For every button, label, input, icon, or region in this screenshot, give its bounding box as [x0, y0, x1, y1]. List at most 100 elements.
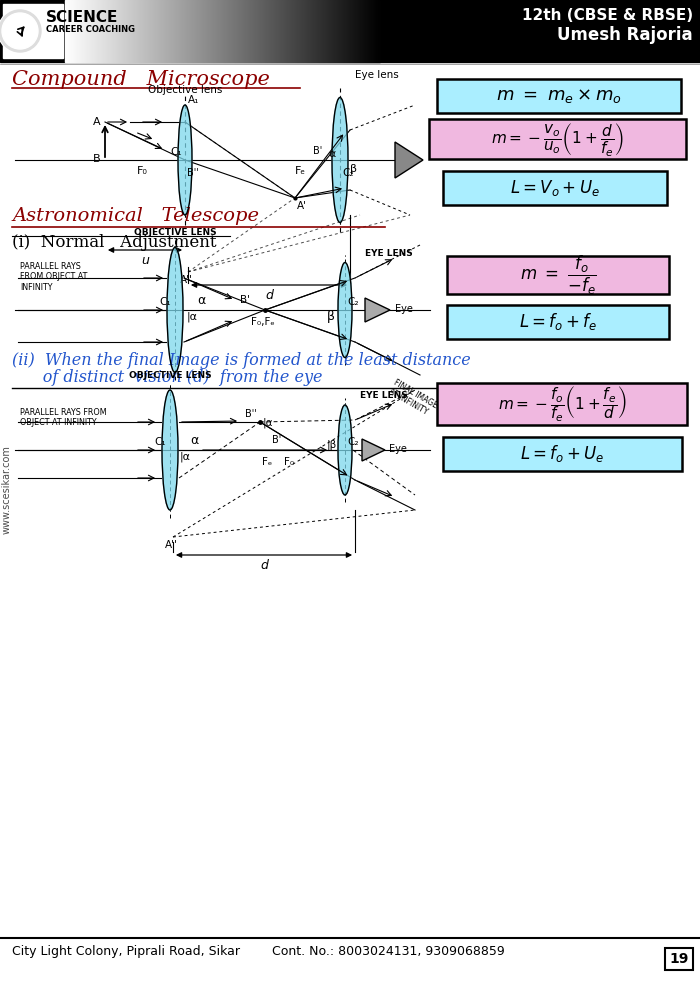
- Text: Eye: Eye: [395, 304, 413, 314]
- Bar: [118, 0, 119, 62]
- Text: (i)  Normal   Adjustment: (i) Normal Adjustment: [12, 234, 216, 251]
- Bar: [336, 0, 337, 62]
- Bar: [67, 0, 68, 62]
- Bar: [195, 0, 196, 62]
- Bar: [188, 0, 189, 62]
- Bar: [148, 0, 149, 62]
- Bar: [153, 0, 154, 62]
- Bar: [192, 0, 193, 62]
- Bar: [355, 0, 356, 62]
- Bar: [225, 0, 226, 62]
- Bar: [193, 0, 194, 62]
- Text: B'': B'': [245, 409, 257, 419]
- Bar: [154, 0, 155, 62]
- Text: |β: |β: [327, 439, 337, 449]
- Bar: [78, 0, 79, 62]
- Bar: [100, 0, 101, 62]
- Bar: [183, 0, 184, 62]
- Bar: [328, 0, 329, 62]
- Bar: [300, 0, 301, 62]
- Bar: [80, 0, 81, 62]
- Bar: [248, 0, 249, 62]
- Bar: [365, 0, 366, 62]
- Text: PARALLEL RAYS
FROM OBJECT AT
INFINITY: PARALLEL RAYS FROM OBJECT AT INFINITY: [20, 262, 88, 292]
- Bar: [95, 0, 96, 62]
- Bar: [214, 0, 215, 62]
- Bar: [360, 0, 361, 62]
- Bar: [312, 0, 313, 62]
- Bar: [221, 0, 222, 62]
- Bar: [176, 0, 177, 62]
- Bar: [85, 0, 86, 62]
- Bar: [129, 0, 130, 62]
- Bar: [273, 0, 274, 62]
- FancyBboxPatch shape: [447, 256, 669, 294]
- Bar: [349, 0, 350, 62]
- Bar: [302, 0, 303, 62]
- Bar: [245, 0, 246, 62]
- Bar: [133, 0, 134, 62]
- Bar: [354, 0, 355, 62]
- Bar: [135, 0, 136, 62]
- Bar: [139, 0, 140, 62]
- Text: FINAL IMAGE
AT INFINITY: FINAL IMAGE AT INFINITY: [387, 378, 439, 419]
- Bar: [88, 0, 89, 62]
- Bar: [143, 0, 144, 62]
- Bar: [307, 0, 308, 62]
- Bar: [311, 0, 312, 62]
- Text: A'': A'': [165, 540, 178, 550]
- Bar: [241, 0, 242, 62]
- Bar: [168, 0, 169, 62]
- FancyBboxPatch shape: [447, 305, 669, 339]
- Bar: [171, 0, 172, 62]
- Bar: [232, 0, 233, 62]
- Bar: [161, 0, 162, 62]
- Bar: [175, 0, 176, 62]
- Bar: [178, 0, 179, 62]
- Text: α: α: [190, 434, 198, 447]
- Text: B: B: [93, 154, 101, 164]
- Bar: [90, 0, 91, 62]
- Text: α: α: [328, 149, 335, 159]
- Text: $m\ =\ m_e \times m_o$: $m\ =\ m_e \times m_o$: [496, 87, 622, 105]
- Bar: [200, 0, 201, 62]
- Bar: [157, 0, 158, 62]
- Ellipse shape: [178, 105, 192, 215]
- Bar: [198, 0, 199, 62]
- Bar: [304, 0, 305, 62]
- Bar: [96, 0, 97, 62]
- Bar: [109, 0, 110, 62]
- Bar: [335, 0, 336, 62]
- Bar: [127, 0, 128, 62]
- Bar: [160, 0, 161, 62]
- Text: PARALLEL RAYS FROM
OBJECT AT INFINITY: PARALLEL RAYS FROM OBJECT AT INFINITY: [20, 408, 106, 428]
- Bar: [105, 0, 106, 62]
- Text: B': B': [240, 295, 250, 305]
- Bar: [170, 0, 171, 62]
- Bar: [327, 0, 328, 62]
- Bar: [119, 0, 120, 62]
- Bar: [211, 0, 212, 62]
- Ellipse shape: [167, 248, 183, 372]
- Bar: [321, 0, 322, 62]
- Bar: [279, 0, 280, 62]
- Text: EYE LENS: EYE LENS: [365, 249, 413, 258]
- Bar: [665, 948, 693, 970]
- Bar: [329, 0, 330, 62]
- Bar: [137, 0, 138, 62]
- Bar: [84, 0, 85, 62]
- Text: Fₑ: Fₑ: [295, 166, 305, 176]
- Bar: [263, 0, 264, 62]
- Bar: [87, 0, 88, 62]
- Bar: [275, 0, 276, 62]
- Text: C₂: C₂: [347, 437, 358, 447]
- Bar: [144, 0, 145, 62]
- Bar: [323, 0, 324, 62]
- Bar: [131, 0, 132, 62]
- Bar: [251, 0, 252, 62]
- Bar: [255, 0, 256, 62]
- Bar: [220, 0, 221, 62]
- Bar: [116, 0, 117, 62]
- Bar: [74, 0, 75, 62]
- Bar: [163, 0, 164, 62]
